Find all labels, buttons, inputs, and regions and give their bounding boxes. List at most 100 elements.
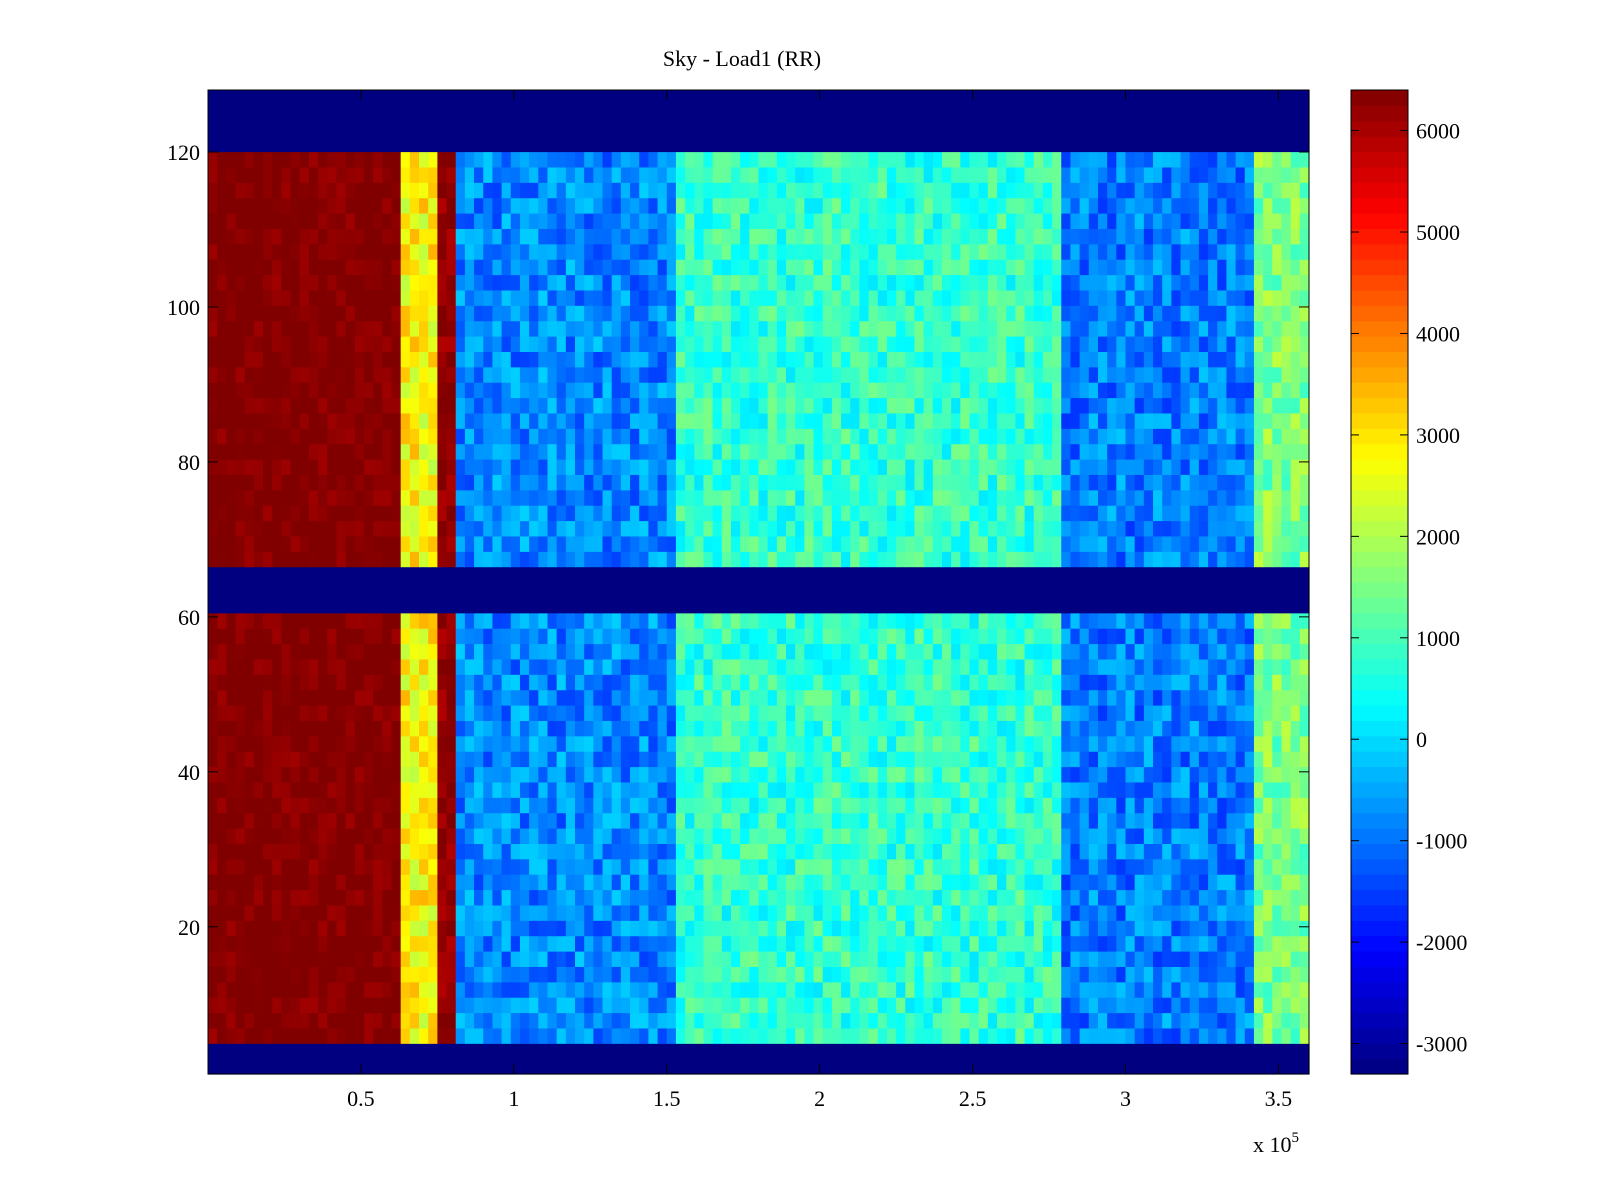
heatmap-cell — [1116, 505, 1127, 522]
heatmap-cell — [767, 520, 778, 537]
heatmap-cell — [942, 705, 952, 721]
heatmap-cell — [712, 505, 723, 522]
heatmap-cell — [1143, 781, 1154, 798]
heatmap-cell — [253, 612, 264, 629]
heatmap-cell — [1235, 1012, 1246, 1029]
heatmap-cell — [1235, 920, 1246, 937]
heatmap-cell — [877, 951, 888, 967]
heatmap-cell — [575, 997, 585, 1014]
heatmap-cell — [327, 735, 338, 752]
heatmap-cell — [263, 951, 273, 967]
heatmap-cell — [428, 889, 438, 906]
heatmap-cell — [905, 951, 916, 967]
heatmap-cell — [813, 904, 824, 921]
heatmap-cell — [400, 489, 411, 506]
heatmap-cell — [455, 474, 466, 491]
heatmap-cell — [1024, 443, 1035, 460]
heatmap-cell — [776, 766, 787, 783]
heatmap-cell — [1097, 674, 1108, 691]
heatmap-cell — [685, 951, 695, 967]
heatmap-cell — [831, 443, 842, 460]
heatmap-cell — [611, 981, 622, 998]
heatmap-cell — [217, 520, 227, 537]
heatmap-cell — [611, 582, 622, 598]
heatmap-cell — [767, 459, 778, 475]
heatmap-cell — [942, 1058, 952, 1075]
heatmap-cell — [1263, 766, 1273, 783]
heatmap-cell — [1134, 520, 1145, 537]
heatmap-cell — [354, 1043, 365, 1060]
heatmap-cell — [1281, 751, 1292, 768]
heatmap-cell — [932, 459, 943, 475]
heatmap-cell — [565, 1043, 576, 1060]
heatmap-cell — [905, 889, 916, 906]
heatmap-cell — [1143, 920, 1154, 937]
heatmap-cell — [1033, 874, 1044, 891]
heatmap-cell — [1134, 874, 1145, 891]
heatmap-cell — [1235, 735, 1246, 752]
heatmap-cell — [510, 766, 521, 783]
heatmap-cell — [1033, 551, 1044, 568]
heatmap-cell — [740, 535, 750, 552]
heatmap-cell — [373, 997, 383, 1014]
heatmap-cell — [336, 612, 347, 629]
heatmap-cell — [703, 459, 714, 475]
heatmap-cell — [730, 997, 741, 1014]
heatmap-cell — [1153, 628, 1163, 645]
heatmap-cell — [1033, 781, 1044, 798]
heatmap-cell — [235, 535, 246, 552]
heatmap-cell — [1088, 935, 1099, 952]
heatmap-cell — [492, 828, 503, 844]
heatmap-cell — [1244, 828, 1255, 844]
heatmap-cell — [1226, 674, 1237, 691]
heatmap-cell — [235, 935, 246, 952]
heatmap-cell — [391, 843, 402, 860]
heatmap-cell — [1006, 858, 1017, 875]
heatmap-cell — [455, 1043, 466, 1060]
heatmap-cell — [1272, 874, 1283, 891]
heatmap-cell — [510, 828, 521, 844]
heatmap-cell — [1290, 459, 1301, 475]
heatmap-cell — [565, 904, 576, 921]
heatmap-cell — [437, 551, 448, 568]
heatmap-cell — [850, 674, 861, 691]
heatmap-cell — [730, 628, 741, 645]
heatmap-cell — [1235, 997, 1246, 1014]
heatmap-cell — [795, 474, 805, 491]
heatmap-cell — [749, 505, 760, 522]
heatmap-cell — [391, 566, 402, 583]
heatmap-cell — [675, 751, 686, 768]
heatmap-cell — [354, 735, 365, 752]
heatmap-cell — [1281, 520, 1292, 537]
heatmap-cell — [997, 1012, 1007, 1029]
heatmap-cell — [997, 766, 1007, 783]
heatmap-cell — [969, 858, 980, 875]
heatmap-cell — [905, 535, 916, 552]
heatmap-cell — [630, 797, 640, 814]
heatmap-cell — [409, 428, 420, 445]
heatmap-cell — [547, 889, 558, 906]
heatmap-cell — [345, 443, 356, 460]
heatmap-cell — [1153, 935, 1163, 952]
heatmap-cell — [419, 551, 429, 568]
heatmap-cell — [391, 1027, 402, 1044]
heatmap-cell — [1024, 904, 1035, 921]
heatmap-cell — [1052, 751, 1062, 768]
heatmap-cell — [593, 720, 604, 737]
heatmap-cell — [905, 551, 916, 568]
heatmap-cell — [960, 1012, 971, 1029]
heatmap-cell — [1042, 628, 1053, 645]
heatmap-cell — [1088, 1027, 1099, 1044]
heatmap-cell — [263, 904, 273, 921]
heatmap-cell — [611, 628, 622, 645]
heatmap-cell — [391, 489, 402, 506]
heatmap-cell — [721, 674, 732, 691]
heatmap-cell — [327, 843, 338, 860]
heatmap-cell — [474, 1027, 484, 1044]
heatmap-cell — [217, 566, 227, 583]
heatmap-cell — [877, 1012, 888, 1029]
heatmap-cell — [1189, 735, 1200, 752]
heatmap-cell — [822, 720, 833, 737]
heatmap-cell — [593, 1027, 604, 1044]
heatmap-cell — [969, 1058, 980, 1075]
